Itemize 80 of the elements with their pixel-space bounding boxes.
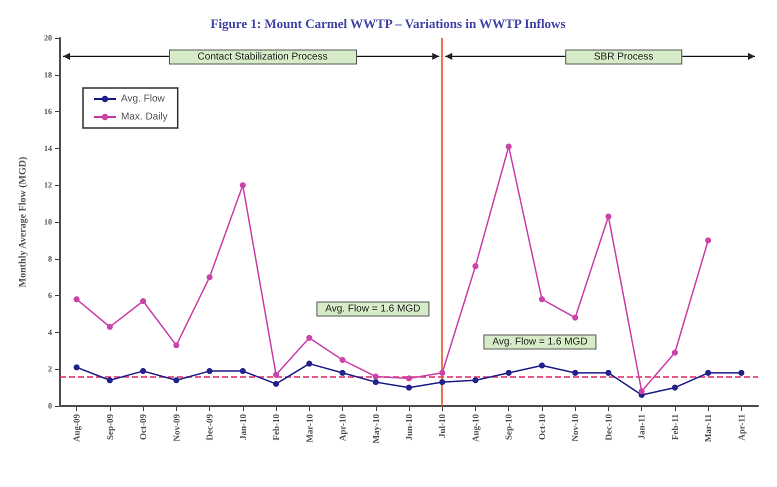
point xyxy=(372,379,379,386)
x-tick-label: Sep-10 xyxy=(504,414,514,440)
point xyxy=(738,370,744,376)
y-tick-label: 8 xyxy=(48,254,52,264)
x-tick-label: May-10 xyxy=(370,414,381,444)
point xyxy=(206,368,213,374)
point xyxy=(173,342,180,348)
legend-label: Avg. Flow xyxy=(121,94,166,104)
point xyxy=(672,384,678,391)
point xyxy=(572,370,578,376)
chart-title: Figure 1: Mount Carmel WWTP – Variations in WWTP Inflows xyxy=(210,16,566,31)
point xyxy=(74,296,80,302)
point xyxy=(605,213,612,220)
point xyxy=(705,237,712,244)
point xyxy=(140,368,146,374)
point xyxy=(372,374,379,380)
y-axis-title: Monthly Average Flow (MGD) xyxy=(18,156,28,288)
x-tick-label: Dec-09 xyxy=(204,414,215,440)
x-tick-label: Jan-11 xyxy=(636,414,647,440)
point xyxy=(173,377,180,384)
note-box: SBR Process xyxy=(564,50,682,65)
note-box: Avg. Flow = 1.6 MGD xyxy=(316,301,430,316)
y-tick-label: 10 xyxy=(44,218,52,226)
point xyxy=(106,324,113,330)
point xyxy=(273,372,280,378)
point xyxy=(406,375,412,382)
x-tick-label: Aug-10 xyxy=(470,414,480,442)
x-tick-label: Apr-10 xyxy=(338,414,348,442)
y-tick-label: 20 xyxy=(44,34,52,42)
point xyxy=(506,370,512,376)
x-tick-label: Jun-10 xyxy=(404,414,414,441)
point xyxy=(439,370,446,376)
x-tick-label: Mar-11 xyxy=(703,414,714,442)
x-tick-label: Oct-09 xyxy=(138,414,148,440)
y-tick-label: 4 xyxy=(48,328,52,337)
x-tick-label: Apr-11 xyxy=(736,414,746,441)
point xyxy=(140,298,146,304)
x-tick-label: Nov-10 xyxy=(570,414,580,442)
x-tick-label: Feb-10 xyxy=(271,414,282,440)
x-tick-label: Oct-10 xyxy=(536,414,547,440)
point xyxy=(538,362,545,369)
point xyxy=(240,182,246,188)
point xyxy=(306,334,312,341)
x-tick-label: Feb-11 xyxy=(670,414,680,440)
point xyxy=(406,384,412,391)
x-tick-label: Jul-10 xyxy=(437,414,448,438)
y-tick-label: 0 xyxy=(48,402,52,410)
x-tick-label: Nov-09 xyxy=(171,414,182,442)
x-tick-label: Dec-10 xyxy=(603,414,614,440)
point xyxy=(340,370,346,376)
point xyxy=(340,357,346,363)
point xyxy=(240,368,246,374)
point xyxy=(472,263,478,270)
point xyxy=(273,380,280,387)
y-tick-label: 6 xyxy=(48,291,52,300)
point xyxy=(605,370,612,376)
legend-label: Max. Daily xyxy=(121,112,168,122)
point xyxy=(306,360,312,367)
x-tick-label: Aug-09 xyxy=(72,414,82,442)
x-tick-label: Mar-10 xyxy=(304,414,314,443)
point xyxy=(672,350,678,356)
y-tick-label: 2 xyxy=(48,364,52,374)
point xyxy=(506,144,512,150)
y-tick-label: 18 xyxy=(44,70,52,80)
y-tick-label: 14 xyxy=(44,144,52,153)
point xyxy=(572,314,578,321)
point xyxy=(74,364,80,370)
y-tick-label: 16 xyxy=(44,107,52,116)
point xyxy=(538,296,545,302)
point xyxy=(439,379,446,386)
note-box: Contact Stabilization Process xyxy=(168,50,357,65)
note-box: Avg. Flow = 1.6 MGD xyxy=(483,334,597,350)
point xyxy=(638,388,645,394)
x-tick-label: Jan-10 xyxy=(238,414,248,440)
point xyxy=(705,370,712,376)
point xyxy=(206,274,213,280)
y-tick-label: 12 xyxy=(44,180,52,190)
x-tick-label: Sep-09 xyxy=(104,414,115,440)
point xyxy=(472,377,478,384)
point xyxy=(106,377,113,384)
